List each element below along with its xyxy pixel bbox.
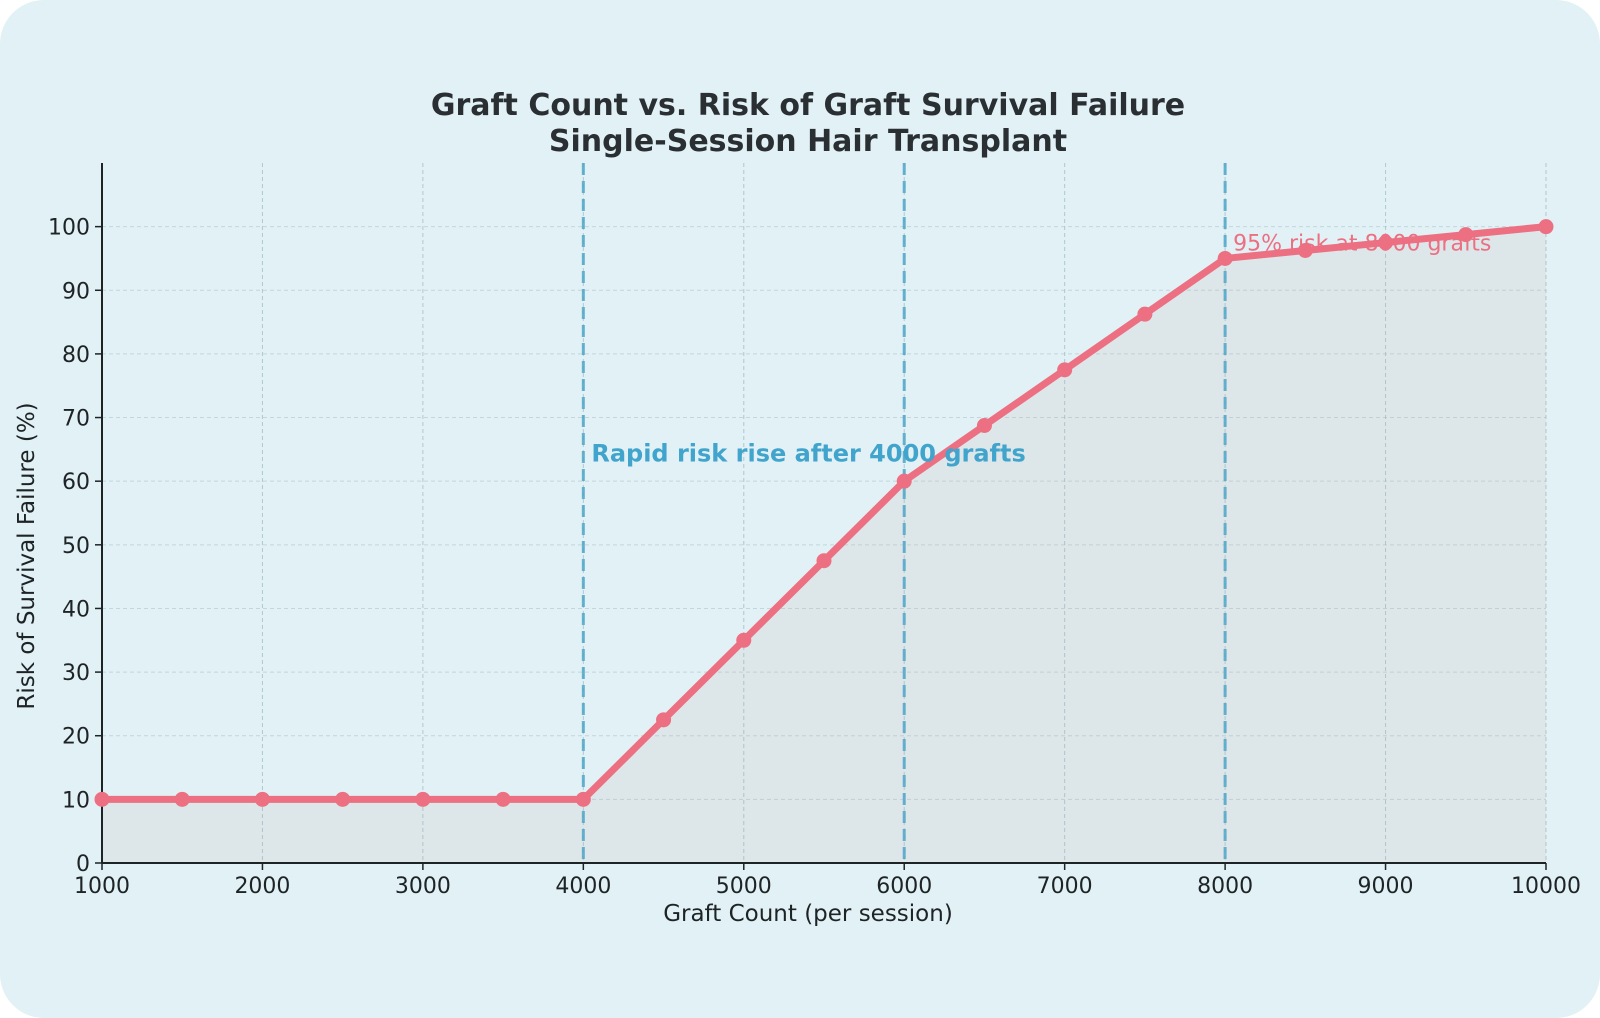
annotations-layer: Rapid risk rise after 4000 grafts 95% ris… [591, 232, 1491, 468]
data-point [1297, 243, 1313, 258]
annotation-rapid-rise: Rapid risk rise after 4000 grafts [591, 439, 1025, 467]
x-tick-label: 9000 [1358, 874, 1414, 899]
x-tick-label: 7000 [1037, 874, 1093, 899]
y-tick-label: 20 [62, 725, 90, 750]
data-point [254, 791, 270, 807]
y-tick-label: 40 [62, 597, 90, 622]
x-tick-label: 2000 [234, 874, 290, 899]
y-tick-label: 30 [62, 661, 90, 686]
x-tick-label: 3000 [395, 874, 451, 899]
data-point [1057, 362, 1073, 378]
y-tick-label: 10 [62, 788, 90, 813]
chart-title: Graft Count vs. Risk of Graft Survival F… [431, 88, 1185, 123]
data-point [575, 791, 591, 807]
y-tick-label: 80 [62, 343, 90, 368]
x-tick-label: 6000 [876, 874, 932, 899]
data-point [816, 553, 832, 569]
data-point [1378, 235, 1394, 251]
y-tick-label: 60 [62, 470, 90, 495]
x-tick-label: 8000 [1197, 874, 1253, 899]
data-point [174, 791, 190, 807]
data-point [976, 418, 992, 433]
data-point [495, 791, 511, 807]
area-fill [102, 226, 1546, 864]
y-tick-label: 100 [48, 216, 90, 241]
data-point [1217, 250, 1233, 266]
chart-subtitle: Single-Session Hair Transplant [549, 124, 1067, 159]
x-axis-label: Graft Count (per session) [663, 901, 953, 927]
data-point [1538, 219, 1554, 235]
x-tick-label: 5000 [716, 874, 772, 899]
axes-layer [95, 163, 1547, 870]
data-point [656, 712, 672, 728]
data-point [736, 632, 752, 648]
y-tick-label: 50 [62, 534, 90, 559]
data-point [415, 791, 431, 807]
data-point [896, 473, 912, 489]
reference-lines-layer [581, 163, 1227, 863]
y-tick-label: 0 [76, 852, 90, 877]
tick-labels-layer: 1000 2000 3000 4000 5000 6000 7000 8000 9000 1000… [48, 216, 1581, 899]
x-tick-label: 4000 [555, 874, 611, 899]
data-point [1458, 227, 1474, 243]
x-tick-label: 1000 [74, 874, 130, 899]
data-point [1137, 306, 1153, 322]
series-layer [94, 219, 1554, 807]
data-point [335, 791, 351, 807]
x-tick-label: 10000 [1511, 874, 1581, 899]
y-axis-label: Risk of Survival Failure (%) [14, 402, 40, 709]
annotation-95-percent: 95% risk at 8000 grafts [1233, 232, 1491, 257]
y-tick-label: 70 [62, 407, 90, 432]
area-fill-layer [102, 226, 1546, 864]
data-point [94, 791, 110, 807]
y-tick-label: 90 [62, 279, 90, 304]
